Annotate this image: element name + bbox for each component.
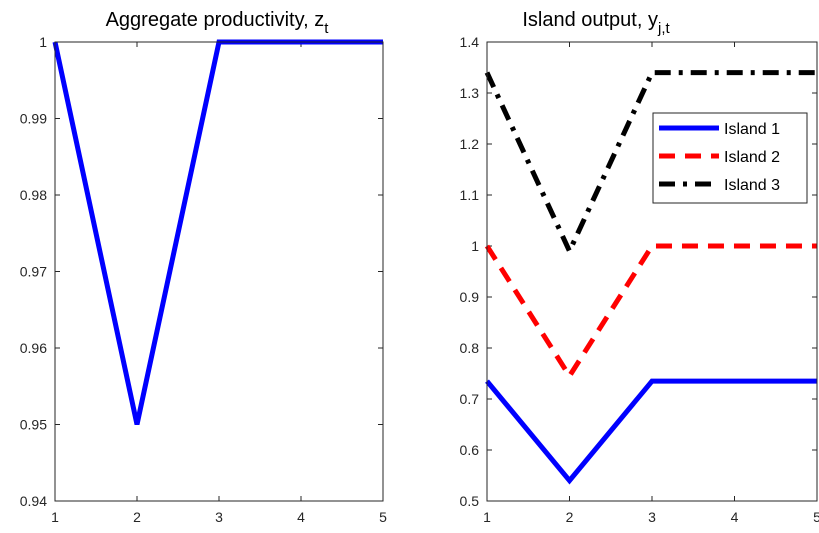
y-tick-label: 1: [39, 34, 47, 50]
y-tick-label: 0.7: [460, 391, 480, 407]
x-tick-label: 4: [297, 509, 305, 525]
series-line-1: [485, 378, 817, 485]
series-line-2: [484, 243, 817, 381]
right-panel: Island output, yj,t 1 2 3 4 5 0.5 0.6 0.7 0.8 0.9…: [460, 9, 819, 525]
left-panel: Aggregate productivity, zt 1 2 3 4 5 0.94 0.95…: [20, 9, 387, 525]
right-axes-box: [486, 41, 818, 502]
x-tick-label: 2: [133, 509, 141, 525]
x-tick-label: 5: [813, 509, 819, 525]
legend-label-1: Island 1: [724, 121, 780, 138]
x-tick-label: 1: [51, 509, 59, 525]
series-line-1: [52, 39, 383, 426]
x-tick-label: 2: [566, 509, 574, 525]
y-tick-label: 0.97: [20, 264, 47, 280]
y-tick-label: 1.1: [460, 187, 480, 203]
y-tick-label: 1.4: [460, 34, 480, 50]
y-tick-label: 1.2: [460, 136, 480, 152]
x-tick-label: 5: [379, 509, 387, 525]
legend: Island 1 Island 2 Island 3: [652, 112, 808, 204]
right-panel-title: Island output, yj,t: [522, 9, 670, 37]
left-axes-box: [54, 41, 384, 502]
y-tick-label: 0.6: [460, 442, 480, 458]
y-tick-label: 1.3: [460, 85, 480, 101]
legend-label-2: Island 2: [724, 149, 780, 166]
y-tick-label: 0.9: [460, 289, 480, 305]
y-tick-label: 0.94: [20, 493, 47, 509]
x-tick-label: 3: [648, 509, 656, 525]
x-tick-label: 4: [731, 509, 739, 525]
x-tick-label: 3: [215, 509, 223, 525]
y-tick-label: 0.8: [460, 340, 480, 356]
y-tick-label: 0.5: [460, 493, 480, 509]
legend-label-3: Island 3: [724, 177, 780, 194]
y-tick-label: 0.95: [20, 417, 47, 433]
y-tick-label: 0.96: [20, 340, 47, 356]
x-tick-label: 1: [483, 509, 491, 525]
y-tick-label: 1: [471, 238, 479, 254]
left-panel-title: Aggregate productivity, zt: [106, 9, 330, 37]
y-tick-label: 0.98: [20, 187, 47, 203]
y-tick-label: 0.99: [20, 111, 47, 127]
